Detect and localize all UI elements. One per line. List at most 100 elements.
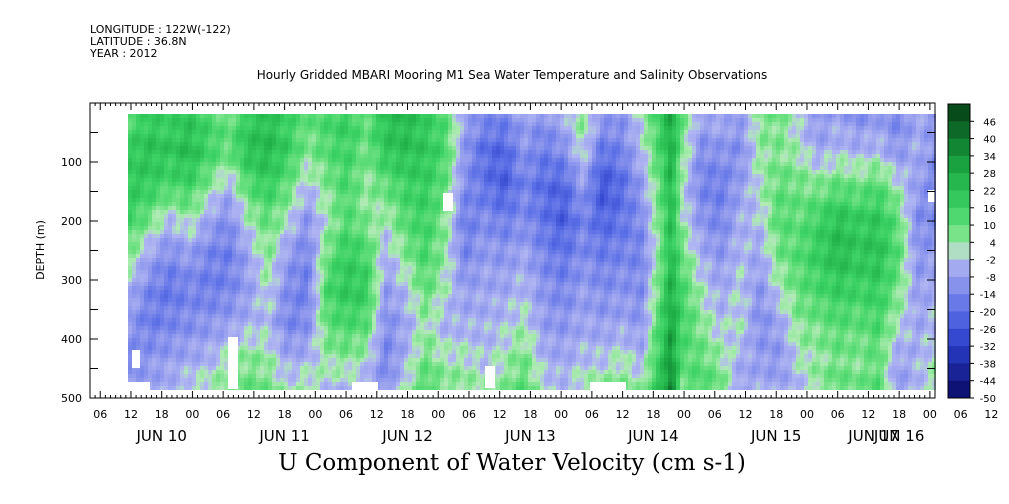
- heatmap-cell: [156, 358, 160, 362]
- heatmap-cell: [200, 114, 204, 118]
- heatmap-cell: [256, 186, 260, 190]
- heatmap-cell: [392, 174, 396, 178]
- heatmap-cell: [360, 126, 364, 130]
- heatmap-cell: [344, 150, 348, 154]
- heatmap-cell: [264, 194, 268, 198]
- heatmap-cell: [272, 334, 276, 338]
- heatmap-cell: [176, 386, 180, 390]
- heatmap-cell: [328, 266, 332, 270]
- heatmap-cell: [328, 286, 332, 290]
- heatmap-cell: [292, 210, 296, 214]
- heatmap-cell: [280, 294, 284, 298]
- heatmap-cell: [348, 178, 352, 182]
- heatmap-cell: [196, 190, 200, 194]
- heatmap-cell: [168, 134, 172, 138]
- heatmap-cell: [388, 286, 392, 290]
- heatmap-cell: [400, 282, 404, 286]
- heatmap-cell: [340, 262, 344, 266]
- heatmap-cell: [408, 146, 412, 150]
- heatmap-cell: [260, 170, 264, 174]
- heatmap-cell: [360, 362, 364, 366]
- heatmap-cell: [148, 362, 152, 366]
- heatmap-cell: [156, 230, 160, 234]
- heatmap-cell: [364, 354, 368, 358]
- heatmap-cell: [364, 214, 368, 218]
- heatmap-cell: [368, 146, 372, 150]
- heatmap-cell: [184, 174, 188, 178]
- heatmap-cell: [396, 250, 400, 254]
- heatmap-cell: [252, 302, 256, 306]
- heatmap-cell: [232, 314, 236, 318]
- heatmap-cell: [228, 178, 232, 182]
- heatmap-cell: [240, 358, 244, 362]
- heatmap-cell: [384, 230, 388, 234]
- heatmap-cell: [156, 198, 160, 202]
- heatmap-cell: [196, 174, 200, 178]
- heatmap-cell: [292, 138, 296, 142]
- heatmap-cell: [392, 326, 396, 330]
- heatmap-cell: [280, 298, 284, 302]
- heatmap-cell: [308, 366, 312, 370]
- heatmap-cell: [212, 230, 216, 234]
- heatmap-cell: [288, 362, 292, 366]
- heatmap-cell: [136, 162, 140, 166]
- heatmap-cell: [336, 266, 340, 270]
- heatmap-cell: [324, 218, 328, 222]
- heatmap-cell: [208, 354, 212, 358]
- heatmap-cell: [340, 170, 344, 174]
- heatmap-cell: [332, 158, 336, 162]
- heatmap-cell: [296, 198, 300, 202]
- heatmap-cell: [392, 178, 396, 182]
- heatmap-cell: [392, 138, 396, 142]
- heatmap-cell: [328, 166, 332, 170]
- heatmap-cell: [148, 138, 152, 142]
- heatmap-cell: [164, 322, 168, 326]
- heatmap-cell: [216, 258, 220, 262]
- heatmap-cell: [408, 210, 412, 214]
- heatmap-cell: [136, 198, 140, 202]
- heatmap-cell: [324, 362, 328, 366]
- heatmap-cell: [208, 254, 212, 258]
- heatmap-cell: [228, 238, 232, 242]
- heatmap-cell: [396, 242, 400, 246]
- heatmap-cell: [284, 146, 288, 150]
- heatmap-cell: [136, 174, 140, 178]
- heatmap-cell: [164, 126, 168, 130]
- heatmap-cell: [212, 250, 216, 254]
- heatmap-cell: [252, 210, 256, 214]
- heatmap-cell: [392, 274, 396, 278]
- heatmap-cell: [184, 238, 188, 242]
- heatmap-cell: [212, 242, 216, 246]
- heatmap-cell: [204, 178, 208, 182]
- heatmap-cell: [380, 342, 384, 346]
- heatmap-cell: [204, 294, 208, 298]
- heatmap-cell: [368, 286, 372, 290]
- heatmap-cell: [168, 290, 172, 294]
- heatmap-cell: [312, 294, 316, 298]
- heatmap-cell: [248, 346, 252, 350]
- heatmap-cell: [392, 278, 396, 282]
- heatmap-cell: [400, 126, 404, 130]
- heatmap-cell: [188, 378, 192, 382]
- heatmap-cell: [152, 342, 156, 346]
- heatmap-cell: [188, 214, 192, 218]
- heatmap-cell: [412, 382, 416, 386]
- heatmap-cell: [200, 186, 204, 190]
- heatmap-cell: [168, 170, 172, 174]
- heatmap-cell: [212, 158, 216, 162]
- heatmap-cell: [128, 362, 132, 366]
- heatmap-cell: [176, 206, 180, 210]
- heatmap-cell: [376, 158, 380, 162]
- heatmap-cell: [416, 118, 420, 122]
- heatmap-cell: [272, 226, 276, 230]
- heatmap-cell: [400, 194, 404, 198]
- heatmap-cell: [252, 238, 256, 242]
- heatmap-cell: [328, 366, 332, 370]
- heatmap-cell: [152, 242, 156, 246]
- heatmap-cell: [192, 314, 196, 318]
- heatmap-cell: [248, 274, 252, 278]
- heatmap-cell: [408, 366, 412, 370]
- heatmap-cell: [184, 138, 188, 142]
- heatmap-cell: [404, 186, 408, 190]
- heatmap-cell: [284, 366, 288, 370]
